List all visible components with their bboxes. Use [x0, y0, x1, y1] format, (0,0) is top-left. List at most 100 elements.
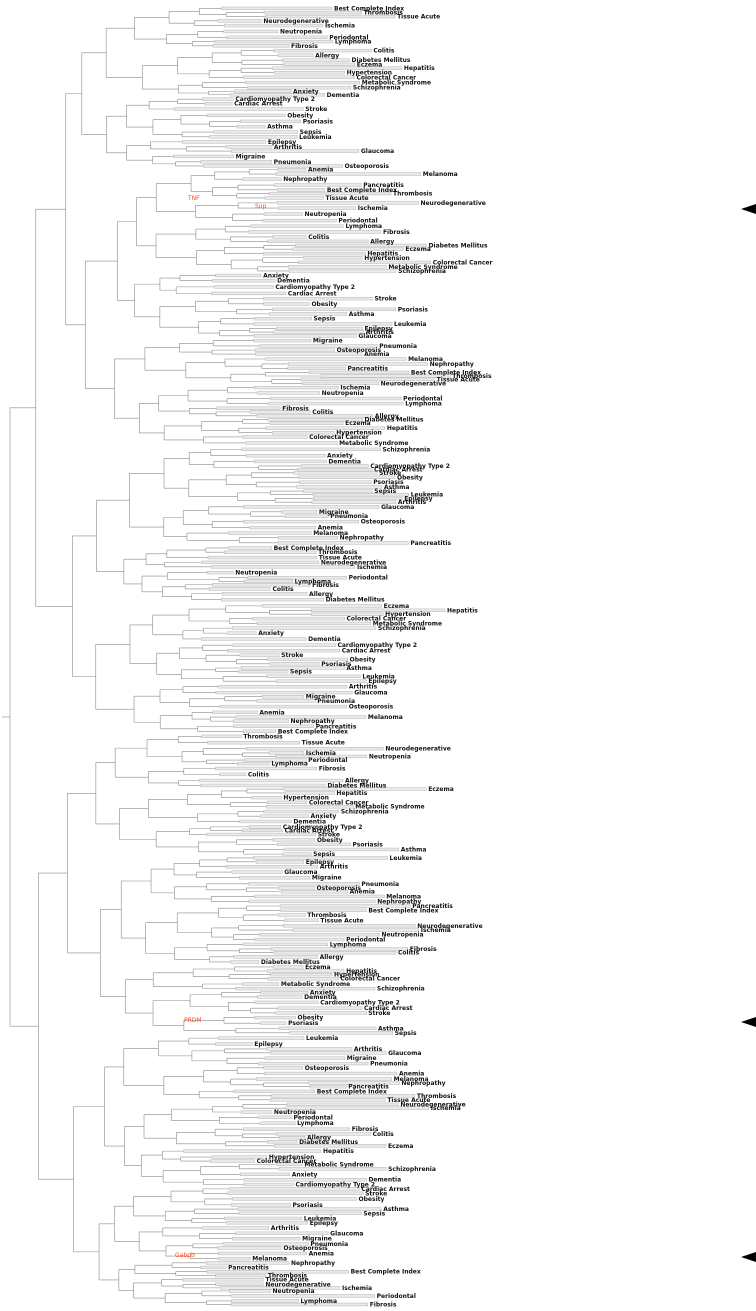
leaf-label: Cardiomyopathy Type 2 — [283, 824, 363, 831]
leaf-label: Asthma — [346, 665, 372, 672]
leaf-bar — [253, 322, 393, 326]
leaf-bar — [256, 699, 316, 703]
leaf-bar — [235, 986, 376, 991]
leaf-label: Arthritis — [274, 144, 303, 151]
leaf-bar — [269, 1098, 386, 1102]
leaf-label: Tissue Acute — [326, 195, 369, 202]
leaf-label: Osteoporosis — [305, 1065, 350, 1072]
leaf-bar — [252, 616, 345, 621]
leaf-bar — [243, 729, 277, 733]
leaf-bar — [212, 44, 290, 48]
leaf-label: Neurodegenerative — [420, 200, 485, 207]
leaf-label: Obesity — [350, 656, 376, 663]
leaf-label: Periodontal — [338, 218, 377, 225]
leaf-bar — [218, 1251, 307, 1256]
leaf-bar — [273, 71, 345, 75]
leaf-label: Fibrosis — [370, 1302, 397, 1309]
leaf-label: Leukemia — [411, 492, 443, 499]
leaf-bar — [211, 291, 287, 296]
leaf-label: Psoriasis — [288, 1020, 319, 1027]
leaf-bar — [231, 870, 283, 874]
leaf-bar — [200, 783, 326, 788]
leaf-label: Melanoma — [408, 356, 443, 363]
leaf-label: Anemia — [364, 351, 389, 358]
leaf-bar — [242, 942, 328, 947]
leaf-bar — [292, 928, 419, 932]
leaf-label: Colitis — [248, 771, 270, 778]
leaf-label: Pancreatitis — [347, 365, 388, 372]
leaf-label: Colitis — [308, 234, 330, 241]
leaf-label: Thrombosis — [364, 10, 404, 17]
leaf-label: Sepsis — [300, 129, 322, 136]
leaf-bar — [210, 565, 356, 569]
leaf-bar — [288, 269, 397, 273]
leaf-bar — [232, 719, 289, 723]
leaf-bar — [243, 505, 380, 509]
leaf-bar — [282, 924, 416, 928]
leaf-label: Diabetes Mellitus — [327, 782, 386, 789]
leaf-bar — [254, 1015, 296, 1020]
leaf-bar — [215, 1282, 264, 1286]
leaf-bar — [233, 955, 318, 959]
leaf-label: Asthma — [267, 124, 293, 131]
leaf-bar — [263, 809, 340, 814]
leaf-label: Fibrosis — [282, 405, 309, 412]
leaf-bar — [265, 426, 386, 430]
leaf-label: Best Complete Index — [274, 545, 344, 552]
leaf-bar — [210, 1159, 255, 1163]
leaf-label: Pneumonia — [370, 1061, 408, 1068]
leaf-label: Hepatitis — [447, 607, 478, 614]
leaf-bar — [231, 1299, 299, 1303]
leaf-label: Colorectal Cancer — [340, 976, 400, 983]
leaf-label: Schizophrenia — [341, 809, 389, 816]
leaf-label: Asthma — [384, 484, 410, 491]
leaf-label: Cardiac Arrest — [364, 1005, 413, 1012]
leaf-label: Sepsis — [313, 851, 335, 858]
leaf-label: Cardiac Arrest — [288, 290, 337, 297]
leaf-bar — [245, 80, 360, 85]
leaf-bar — [215, 690, 353, 695]
leaf-bar — [258, 933, 380, 937]
leaf-label: Stroke — [281, 652, 303, 659]
leaf-bar — [280, 890, 348, 894]
leaf-bar — [240, 1172, 290, 1176]
leaf-bar — [198, 778, 344, 783]
leaf-label: Eczema — [388, 1143, 414, 1150]
leaf-label: Diabetes Mellitus — [429, 242, 488, 249]
leaf-bar — [233, 724, 314, 728]
leaf-bar — [230, 1302, 368, 1307]
leaf-label: Epilepsy — [368, 678, 396, 685]
leaf-label: Osteoporosis — [361, 519, 406, 526]
leaf-bar — [221, 597, 324, 602]
leaf-bar — [254, 937, 345, 942]
leaf-label: Lymphoma — [271, 761, 308, 768]
leaf-label: Fibrosis — [291, 43, 318, 50]
leaf-bar — [276, 679, 367, 683]
leaf-label: Hypertension — [336, 430, 382, 437]
leaf-bar — [228, 546, 272, 550]
leaf-label: Melanoma — [313, 530, 348, 537]
leaf-label: Hepatitis — [387, 425, 418, 432]
leaf-label: Neutropenia — [322, 390, 364, 397]
leaf-label: Epilepsy — [306, 859, 334, 866]
leaf-bar — [295, 243, 427, 248]
leaf-bar — [225, 145, 273, 149]
leaf-label: Neurodegenerative — [400, 1101, 465, 1108]
leaf-bar — [264, 196, 324, 200]
leaf-label: Neurodegenerative — [385, 746, 450, 753]
leaf-bar — [270, 947, 409, 951]
leaf-label: Schizophrenia — [353, 85, 401, 92]
leaf-label: Periodontal — [377, 1293, 416, 1300]
leaf-bar — [242, 1127, 350, 1131]
leaf-label: Allergy — [307, 1135, 331, 1142]
leaf-bar — [248, 825, 282, 829]
leaf-bar — [217, 1257, 251, 1261]
leaf-bar — [213, 130, 298, 134]
arrow-marker-icon — [741, 204, 756, 214]
leaf-bar — [182, 1278, 264, 1282]
leaf-bar — [277, 188, 326, 192]
leaf-label: Leukemia — [299, 134, 331, 141]
leaf-label: Arthritis — [398, 499, 427, 506]
leaf-bar — [222, 592, 308, 596]
leaf-label: Hypertension — [385, 611, 431, 618]
